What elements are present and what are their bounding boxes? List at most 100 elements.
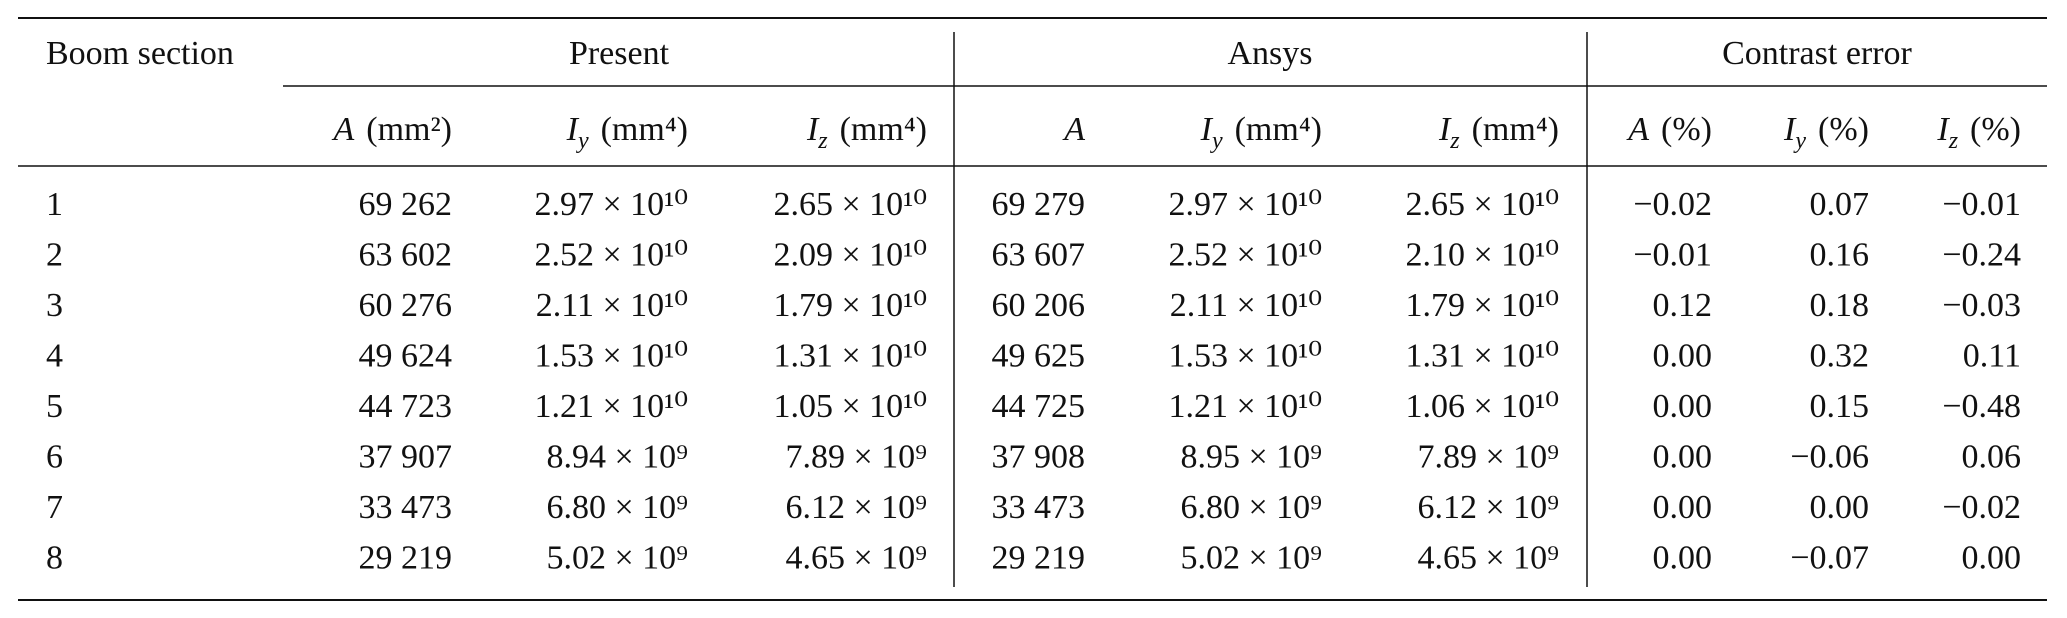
header-subscript: z bbox=[1948, 128, 1959, 154]
column-header: A (mm²) bbox=[331, 111, 452, 148]
cell: 0.18 bbox=[1810, 287, 1870, 324]
row-label: 3 bbox=[46, 287, 63, 324]
row-label: 7 bbox=[46, 489, 63, 526]
cell: 8.94 × 10⁹ bbox=[546, 439, 688, 476]
cell: 1.31 × 10¹⁰ bbox=[1406, 338, 1560, 375]
cell: −0.24 bbox=[1942, 237, 2021, 274]
cell: 60 206 bbox=[992, 287, 1086, 324]
cell: 49 624 bbox=[359, 338, 453, 375]
cell: 2.65 × 10¹⁰ bbox=[774, 186, 928, 223]
cell: 2.11 × 10¹⁰ bbox=[1170, 287, 1322, 324]
column-header: Iz (%) bbox=[1936, 111, 2021, 154]
cell: 2.97 × 10¹⁰ bbox=[1169, 186, 1323, 223]
header-symbol: I bbox=[1783, 111, 1797, 148]
cell: 0.00 bbox=[1653, 540, 1713, 577]
cell: 44 725 bbox=[992, 388, 1086, 425]
header-unit: (%) bbox=[1818, 111, 1869, 148]
cell: 44 723 bbox=[359, 388, 453, 425]
header-unit: (%) bbox=[1661, 111, 1712, 148]
cell: 29 219 bbox=[992, 540, 1086, 577]
row-label: 6 bbox=[46, 439, 63, 476]
row-label: 8 bbox=[46, 540, 63, 577]
cell: −0.07 bbox=[1790, 540, 1869, 577]
cell: 1.53 × 10¹⁰ bbox=[1169, 338, 1323, 375]
cell: 0.00 bbox=[1653, 439, 1713, 476]
column-header: Iz (mm⁴) bbox=[806, 111, 927, 154]
cell: 0.12 bbox=[1653, 287, 1713, 324]
cell: 0.00 bbox=[1962, 540, 2022, 577]
cell: 29 219 bbox=[359, 540, 453, 577]
cell: 2.10 × 10¹⁰ bbox=[1406, 237, 1560, 274]
cell: −0.03 bbox=[1942, 287, 2021, 324]
cell: 2.65 × 10¹⁰ bbox=[1406, 186, 1560, 223]
cell: −0.02 bbox=[1633, 186, 1712, 223]
cell: 1.79 × 10¹⁰ bbox=[1406, 287, 1560, 324]
cell: −0.01 bbox=[1633, 237, 1712, 274]
cell: 2.11 × 10¹⁰ bbox=[536, 287, 688, 324]
header-subscript: y bbox=[576, 128, 589, 154]
cell: 2.09 × 10¹⁰ bbox=[774, 237, 928, 274]
cell: 0.00 bbox=[1653, 388, 1713, 425]
header-subscript: z bbox=[817, 128, 828, 154]
header-symbol: I bbox=[566, 111, 580, 148]
header-unit: (mm²) bbox=[366, 111, 452, 148]
cell: 63 602 bbox=[359, 237, 453, 274]
header-subscript: z bbox=[1449, 128, 1460, 154]
header-subscript: y bbox=[1210, 128, 1223, 154]
header-symbol: A bbox=[331, 111, 354, 148]
cell: 37 907 bbox=[359, 439, 453, 476]
cell: −0.02 bbox=[1942, 489, 2021, 526]
cell: 69 262 bbox=[359, 186, 453, 223]
column-header: A (%) bbox=[1626, 111, 1712, 148]
cell: 1.05 × 10¹⁰ bbox=[774, 388, 928, 425]
cell: 1.21 × 10¹⁰ bbox=[535, 388, 689, 425]
cell: 1.21 × 10¹⁰ bbox=[1169, 388, 1323, 425]
column-header: A bbox=[1062, 111, 1085, 148]
header-symbol: A bbox=[1626, 111, 1649, 148]
cell: 6.12 × 10⁹ bbox=[785, 489, 927, 526]
cell: −0.01 bbox=[1942, 186, 2021, 223]
cell: 49 625 bbox=[992, 338, 1086, 375]
cell: 6.80 × 10⁹ bbox=[546, 489, 688, 526]
column-header: Iy (mm⁴) bbox=[1200, 111, 1322, 154]
cell: 2.52 × 10¹⁰ bbox=[535, 237, 689, 274]
cell: 0.00 bbox=[1653, 338, 1713, 375]
cell: 1.53 × 10¹⁰ bbox=[535, 338, 689, 375]
header-symbol: A bbox=[1062, 111, 1085, 148]
cell: 37 908 bbox=[992, 439, 1086, 476]
header-symbol: I bbox=[1936, 111, 1950, 148]
column-header: Iy (%) bbox=[1783, 111, 1869, 154]
cell: 4.65 × 10⁹ bbox=[785, 540, 927, 577]
cell: 0.00 bbox=[1653, 489, 1713, 526]
row-label: 1 bbox=[46, 186, 63, 223]
row-label: 2 bbox=[46, 237, 63, 274]
header-subscript: y bbox=[1793, 128, 1806, 154]
cell: 2.52 × 10¹⁰ bbox=[1169, 237, 1323, 274]
cell: −0.06 bbox=[1790, 439, 1869, 476]
cell: 2.97 × 10¹⁰ bbox=[535, 186, 689, 223]
cell: 63 607 bbox=[992, 237, 1086, 274]
cell: 1.06 × 10¹⁰ bbox=[1406, 388, 1560, 425]
header-unit: (mm⁴) bbox=[1235, 111, 1322, 148]
group-title: Contrast error bbox=[1722, 35, 1912, 72]
cell: 0.11 bbox=[1963, 338, 2021, 375]
cell: 33 473 bbox=[359, 489, 453, 526]
cell: 7.89 × 10⁹ bbox=[785, 439, 927, 476]
cell: 0.15 bbox=[1810, 388, 1870, 425]
cell: 33 473 bbox=[992, 489, 1086, 526]
cell: 6.12 × 10⁹ bbox=[1417, 489, 1559, 526]
cell: 1.79 × 10¹⁰ bbox=[774, 287, 928, 324]
row-label: 5 bbox=[46, 388, 63, 425]
label-header: Boom section bbox=[46, 35, 234, 72]
group-title: Present bbox=[569, 35, 670, 72]
cell: 69 279 bbox=[992, 186, 1086, 223]
cell: 8.95 × 10⁹ bbox=[1180, 439, 1322, 476]
cell: 0.06 bbox=[1962, 439, 2022, 476]
cell: 0.07 bbox=[1810, 186, 1870, 223]
header-unit: (mm⁴) bbox=[840, 111, 927, 148]
row-label: 4 bbox=[46, 338, 63, 375]
cell: 7.89 × 10⁹ bbox=[1417, 439, 1559, 476]
cell: 5.02 × 10⁹ bbox=[546, 540, 688, 577]
cell: 0.00 bbox=[1810, 489, 1870, 526]
